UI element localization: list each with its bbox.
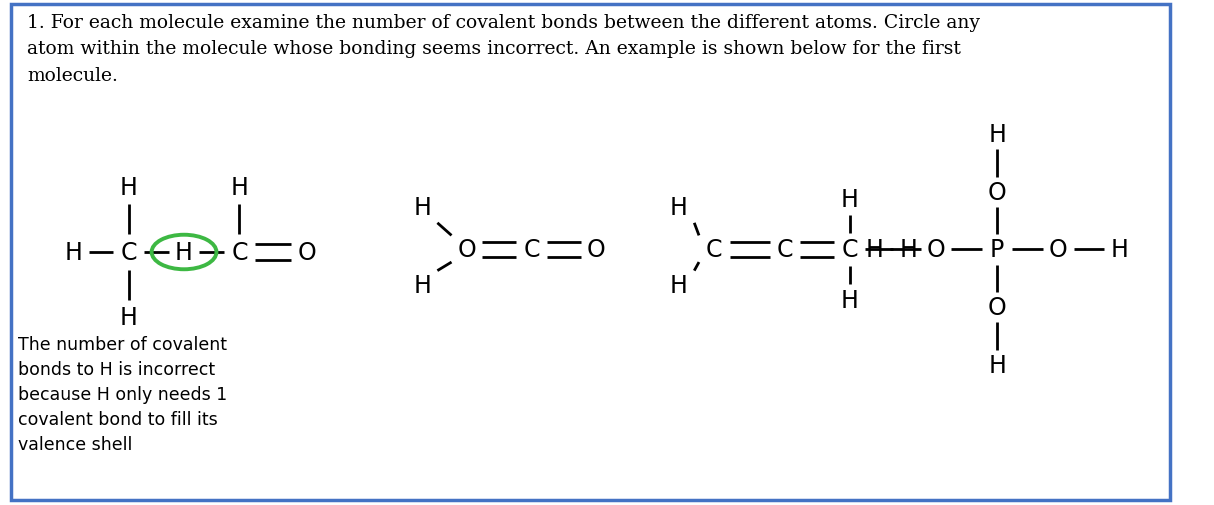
Text: C: C bbox=[120, 240, 137, 265]
Text: O: O bbox=[297, 240, 316, 265]
Text: C: C bbox=[841, 238, 858, 262]
Text: H: H bbox=[1111, 238, 1129, 262]
Text: H: H bbox=[670, 195, 688, 219]
Text: C: C bbox=[707, 238, 722, 262]
FancyBboxPatch shape bbox=[11, 6, 1170, 499]
Text: O: O bbox=[458, 238, 476, 262]
Text: H: H bbox=[64, 240, 83, 265]
Text: O: O bbox=[588, 238, 606, 262]
Text: H: H bbox=[841, 288, 858, 312]
Text: H: H bbox=[900, 238, 918, 262]
Text: P: P bbox=[989, 238, 1004, 262]
Text: H: H bbox=[175, 240, 193, 265]
Text: 1. For each molecule examine the number of covalent bonds between the different : 1. For each molecule examine the number … bbox=[27, 14, 981, 85]
Text: O: O bbox=[988, 180, 1006, 204]
Text: H: H bbox=[670, 273, 688, 297]
Text: H: H bbox=[841, 188, 858, 212]
Text: O: O bbox=[926, 238, 946, 262]
Text: C: C bbox=[777, 238, 793, 262]
Text: O: O bbox=[1049, 238, 1068, 262]
Text: H: H bbox=[866, 238, 884, 262]
Text: C: C bbox=[231, 240, 248, 265]
Text: H: H bbox=[988, 354, 1006, 377]
Text: H: H bbox=[988, 123, 1006, 146]
Text: The number of covalent
bonds to H is incorrect
because H only needs 1
covalent b: The number of covalent bonds to H is inc… bbox=[18, 335, 227, 453]
Text: C: C bbox=[523, 238, 540, 262]
Text: H: H bbox=[120, 175, 137, 199]
Text: H: H bbox=[231, 175, 249, 199]
Text: H: H bbox=[413, 195, 431, 219]
Text: O: O bbox=[988, 296, 1006, 320]
Text: H: H bbox=[120, 306, 137, 330]
Text: H: H bbox=[413, 273, 431, 297]
